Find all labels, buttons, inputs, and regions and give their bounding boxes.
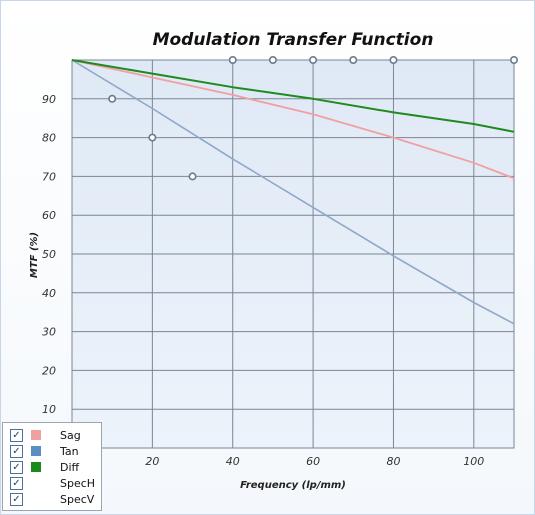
- legend-label: SpecH: [60, 476, 96, 490]
- y-tick-label: 70: [42, 170, 56, 183]
- specv-point: [349, 55, 358, 64]
- spech-point: [188, 172, 197, 181]
- sag-line: [71, 59, 515, 180]
- x-tick-label: 80: [386, 455, 400, 468]
- legend-item-sag[interactable]: ✓ Sag: [3, 427, 101, 443]
- y-tick-label: 40: [42, 287, 56, 300]
- y-tick-label: 60: [42, 209, 56, 222]
- legend-label: Tan: [60, 444, 79, 458]
- x-tick-label: 40: [226, 455, 240, 468]
- tick-labels: 20 40 60 80 100 10 20 30 40 50 60 70 80 90: [42, 93, 484, 468]
- specv-point: [268, 55, 277, 64]
- plot-border: [71, 59, 515, 449]
- chart-title: Modulation Transfer Function: [153, 30, 434, 50]
- y-tick-label: 80: [42, 132, 56, 145]
- specv-point: [389, 55, 398, 64]
- y-tick-label: 50: [42, 248, 56, 261]
- x-axis-label: Frequency (lp/mm): [240, 480, 346, 491]
- y-tick-label: 30: [42, 326, 56, 339]
- legend-label: SpecV: [60, 492, 95, 506]
- spech-point: [148, 133, 157, 142]
- tan-line: [71, 59, 515, 325]
- legend-checkbox[interactable]: ✓: [10, 492, 23, 506]
- legend-checkbox[interactable]: ✓: [10, 444, 23, 458]
- legend-checkbox[interactable]: ✓: [10, 460, 23, 474]
- legend-item-diff[interactable]: ✓ Diff: [3, 459, 101, 475]
- legend-checkbox[interactable]: ✓: [10, 428, 23, 442]
- y-tick-label: 20: [42, 364, 56, 377]
- specv-point: [228, 55, 237, 64]
- diff-line: [71, 59, 515, 133]
- legend-label: Sag: [60, 428, 81, 442]
- legend-swatch: [31, 494, 41, 504]
- legend-item-spech[interactable]: ✓ SpecH: [3, 475, 101, 491]
- legend-swatch: [31, 462, 41, 472]
- marker-layer: [108, 55, 518, 181]
- legend-item-specv[interactable]: ✓ SpecV: [3, 491, 101, 507]
- legend-swatch: [31, 446, 41, 456]
- specv-point: [509, 55, 518, 64]
- legend-checkbox[interactable]: ✓: [10, 476, 23, 490]
- specv-point: [309, 55, 318, 64]
- y-axis-label: MTF (%): [29, 232, 40, 278]
- x-tick-label: 20: [145, 455, 159, 468]
- y-tick-label: 10: [42, 403, 56, 416]
- spech-point: [108, 94, 117, 103]
- legend-item-tan[interactable]: ✓ Tan: [3, 443, 101, 459]
- grid: [71, 59, 515, 449]
- legend-swatch: [31, 430, 41, 440]
- x-tick-label: 100: [463, 455, 484, 468]
- y-tick-label: 90: [42, 93, 56, 106]
- x-tick-label: 60: [306, 455, 320, 468]
- legend-swatch: [31, 478, 41, 488]
- series-layer: [71, 59, 515, 325]
- legend-label: Diff: [60, 460, 80, 474]
- legend: ✓ Sag ✓ Tan ✓ Diff ✓ SpecH ✓ SpecV: [2, 422, 102, 511]
